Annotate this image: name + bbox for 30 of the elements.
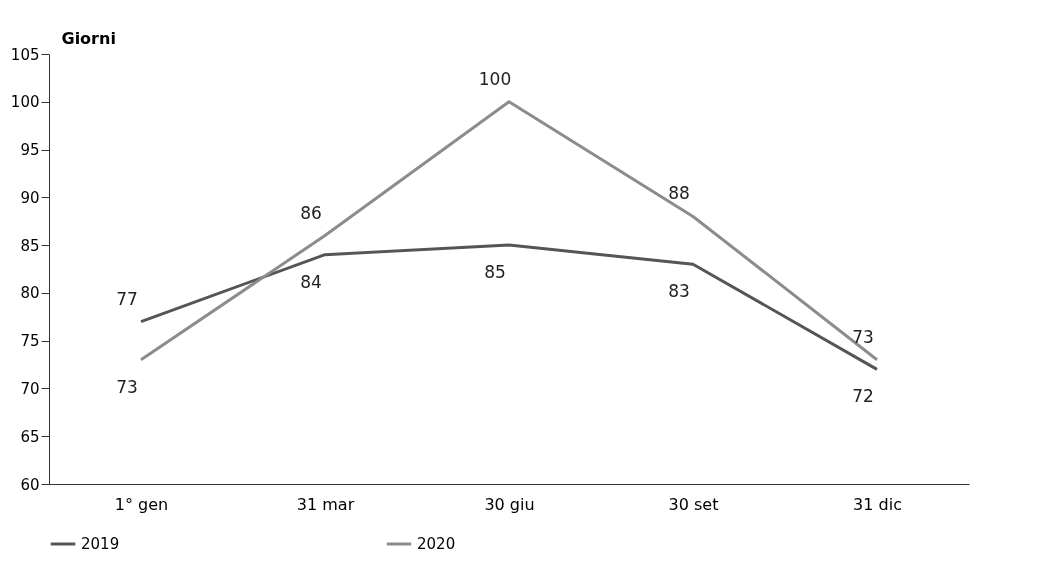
x-tick-label: 30 set [668, 494, 719, 514]
data-label: 72 [852, 386, 874, 407]
y-tick-label: 80 [20, 284, 40, 303]
data-label: 100 [478, 68, 512, 89]
x-tick-label: 31 dic [853, 494, 902, 514]
line-series [139, 243, 879, 371]
y-tick-label: 60 [20, 475, 40, 494]
y-tick-label: 75 [20, 332, 40, 351]
y-tick-label: 105 [10, 45, 40, 64]
y-tick-label: 100 [10, 93, 40, 112]
data-label: 73 [852, 326, 874, 347]
y-tick-label: 70 [20, 379, 40, 398]
y-tick-label: 95 [20, 141, 40, 160]
x-tick-label: 31 mar [296, 494, 355, 514]
legend-label: 2019 [81, 535, 120, 553]
data-label: 77 [116, 288, 138, 309]
data-label: 86 [300, 202, 322, 223]
data-label: 85 [484, 262, 506, 283]
data-label: 84 [300, 271, 322, 292]
line-series [139, 100, 879, 362]
y-tick-label: 65 [20, 427, 40, 446]
x-tick-label: 1° gen [114, 494, 169, 514]
y-tick-label: 85 [20, 236, 40, 255]
y-tick-label: 90 [20, 188, 40, 207]
data-label: 83 [668, 281, 690, 302]
data-label: 88 [668, 183, 690, 204]
y-axis-title: Giorni [61, 28, 116, 48]
data-label: 73 [116, 376, 138, 397]
legend-label: 2020 [417, 535, 456, 553]
x-tick-label: 30 giu [484, 494, 535, 514]
